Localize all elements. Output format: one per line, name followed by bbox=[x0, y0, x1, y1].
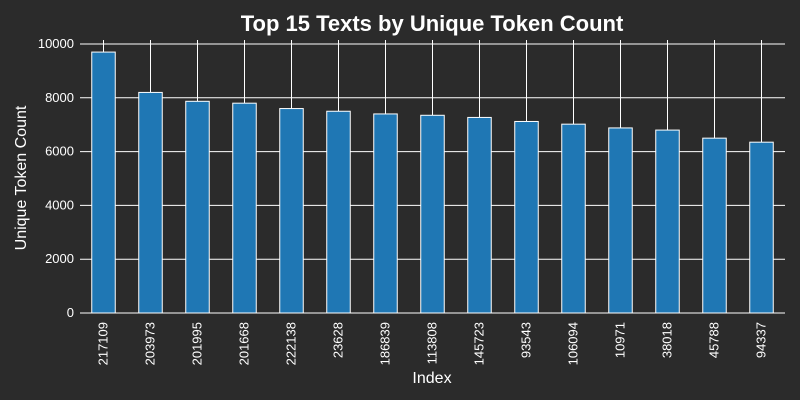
x-tick-label: 222138 bbox=[284, 322, 299, 365]
x-tick-label: 186839 bbox=[378, 322, 393, 365]
bar-38018 bbox=[655, 129, 680, 314]
x-tick-label: 94337 bbox=[754, 322, 769, 358]
bar-201668 bbox=[232, 102, 257, 314]
y-axis-label: Unique Token Count bbox=[13, 105, 30, 250]
chart-title: Top 15 Texts by Unique Token Count bbox=[241, 11, 624, 36]
y-tick-label: 6000 bbox=[45, 144, 74, 159]
x-tick-label: 113808 bbox=[425, 322, 440, 364]
bar-93543 bbox=[514, 120, 539, 314]
bar-145723 bbox=[467, 116, 492, 314]
y-tick-label: 8000 bbox=[45, 90, 74, 105]
x-tick-label: 201668 bbox=[237, 322, 252, 365]
x-tick-label: 38018 bbox=[660, 322, 675, 358]
x-axis-ticks: 217109 203973 201995 201668 222138 23628 18683… bbox=[96, 322, 769, 365]
x-tick-label: 23628 bbox=[331, 322, 346, 358]
bar-113808 bbox=[420, 114, 445, 314]
bar-203973 bbox=[138, 91, 163, 314]
x-tick-label: 217109 bbox=[96, 322, 111, 365]
bar-94337 bbox=[749, 141, 774, 314]
y-tick-label: 10000 bbox=[38, 36, 74, 51]
bar-106094 bbox=[561, 123, 586, 314]
bar-10971 bbox=[608, 127, 633, 314]
bar-23628 bbox=[326, 110, 351, 314]
x-tick-label: 145723 bbox=[472, 322, 487, 365]
x-tick-label: 45788 bbox=[707, 322, 722, 358]
bar-45788 bbox=[702, 137, 727, 314]
x-tick-label: 93543 bbox=[519, 322, 534, 358]
x-tick-label: 10971 bbox=[613, 322, 628, 358]
x-axis-label: Index bbox=[412, 370, 451, 387]
bar-201995 bbox=[185, 100, 210, 314]
y-axis-ticks: 0 2000 4000 6000 8000 10000 bbox=[38, 36, 74, 320]
y-tick-label: 2000 bbox=[45, 251, 74, 266]
y-tick-label: 0 bbox=[67, 305, 74, 320]
y-tick-label: 4000 bbox=[45, 197, 74, 212]
bar-217109 bbox=[91, 51, 116, 314]
bars-layer bbox=[91, 51, 774, 314]
x-tick-label: 201995 bbox=[190, 322, 205, 365]
bar-222138 bbox=[279, 108, 304, 314]
x-tick-label: 203973 bbox=[143, 322, 158, 365]
bar-186839 bbox=[373, 113, 398, 314]
x-tick-label: 106094 bbox=[566, 322, 581, 365]
